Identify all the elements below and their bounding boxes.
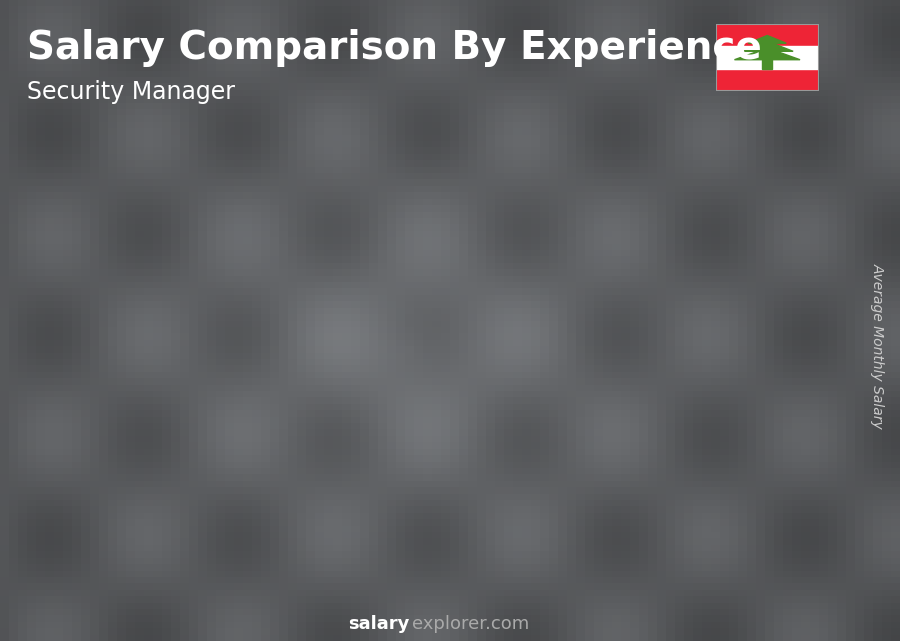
Bar xyxy=(199,345,274,349)
Text: Security Manager: Security Manager xyxy=(27,80,235,104)
Bar xyxy=(137,394,144,577)
Text: Salary Comparison By Experience: Salary Comparison By Experience xyxy=(27,29,761,67)
Bar xyxy=(723,154,799,577)
Bar xyxy=(329,272,406,577)
Text: +26%: +26% xyxy=(104,269,176,288)
Bar xyxy=(716,24,819,46)
Bar xyxy=(461,217,467,577)
Text: 25,100,000 LBP: 25,100,000 LBP xyxy=(472,383,598,397)
Bar xyxy=(399,272,406,577)
Text: 29,500,000 LBP: 29,500,000 LBP xyxy=(734,375,860,390)
Text: Average Monthly Salary: Average Monthly Salary xyxy=(870,263,885,429)
Text: explorer.com: explorer.com xyxy=(412,615,529,633)
Bar xyxy=(461,217,536,577)
Bar xyxy=(723,154,729,577)
Bar xyxy=(329,272,336,577)
Text: +11%: +11% xyxy=(497,93,569,113)
Bar xyxy=(716,46,819,69)
Bar xyxy=(461,217,536,224)
Bar xyxy=(68,394,144,577)
Bar xyxy=(716,69,819,91)
Text: 27,800,000 LBP: 27,800,000 LBP xyxy=(604,378,730,393)
Bar xyxy=(199,345,204,577)
Bar xyxy=(592,179,668,577)
Text: 12,800,000 LBP: 12,800,000 LBP xyxy=(56,456,182,470)
Bar xyxy=(723,154,799,162)
Text: +6%: +6% xyxy=(635,73,692,94)
Bar xyxy=(762,60,772,69)
Bar xyxy=(68,394,144,397)
Bar xyxy=(329,272,406,277)
Bar xyxy=(68,394,74,577)
Text: +32%: +32% xyxy=(235,201,307,221)
Text: salary: salary xyxy=(348,615,410,633)
Bar xyxy=(530,217,536,577)
Polygon shape xyxy=(742,41,793,51)
Bar xyxy=(792,154,799,577)
Polygon shape xyxy=(748,35,787,43)
Bar xyxy=(268,345,274,577)
Text: 21,300,000 LBP: 21,300,000 LBP xyxy=(339,401,464,417)
Bar xyxy=(661,179,668,577)
Text: 16,200,000 LBP: 16,200,000 LBP xyxy=(200,412,326,426)
Bar xyxy=(592,179,668,186)
Bar xyxy=(199,345,274,577)
Bar xyxy=(592,179,598,577)
Text: +18%: +18% xyxy=(365,141,437,162)
Polygon shape xyxy=(734,48,800,60)
